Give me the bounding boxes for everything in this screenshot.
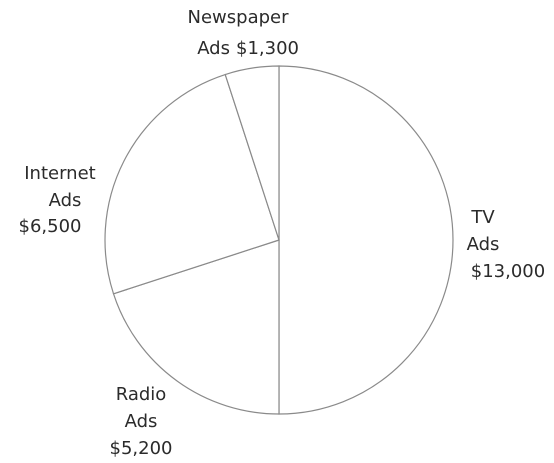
radio-ads-label-line2: Ads — [125, 411, 158, 432]
pie-slice-internet-ads — [104, 73, 280, 295]
newspaper-ads-label-line2: Ads — [197, 38, 230, 59]
tv-ads-value-label: $13,000 — [471, 261, 545, 282]
internet-ads-label-line1: Internet — [24, 163, 95, 184]
radio-ads-label-line1: Radio — [116, 384, 167, 405]
newspaper-ads-label-line1: Newspaper — [188, 7, 290, 28]
pie-slice-radio-ads — [112, 239, 280, 415]
internet-ads-label-line2: Ads — [49, 190, 82, 211]
pie-slices — [104, 65, 454, 415]
newspaper-ads-value-label: $1,300 — [236, 38, 299, 59]
pie-slice-newspaper-ads — [224, 65, 280, 241]
tv-ads-label-line1: TV — [470, 207, 495, 228]
internet-ads-value-label: $6,500 — [19, 216, 82, 237]
radio-ads-value-label: $5,200 — [110, 438, 173, 459]
tv-ads-label-line2: Ads — [467, 234, 500, 255]
pie-slice-tv-ads — [278, 65, 454, 415]
